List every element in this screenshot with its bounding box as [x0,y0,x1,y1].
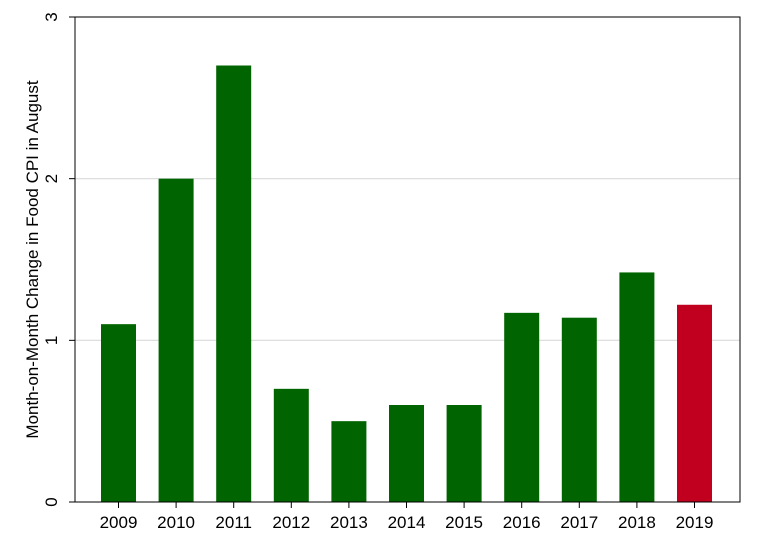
x-tick-label: 2015 [445,513,483,532]
y-tick-label: 1 [42,336,61,345]
bar-2011 [216,65,252,502]
bar-2018 [619,272,655,502]
bar-2016 [504,312,540,502]
bar-2009 [101,324,136,502]
bar-2015 [446,405,482,502]
y-axis: 0 1 2 3 [42,12,75,507]
x-tick-label: 2017 [560,513,598,532]
x-tick-label: 2014 [388,513,426,532]
x-axis: 2009 2010 2011 2012 2013 2014 2015 2016 2017 2018… [100,502,714,532]
y-axis-title: Month-on-Month Change in Food CPI in Aug… [23,80,42,438]
bar-2013 [331,421,367,502]
x-tick-label: 2012 [272,513,310,532]
y-tick-label: 0 [42,497,61,506]
bars [101,65,712,502]
bar-2012 [273,388,309,502]
bar-2010 [158,178,194,502]
x-tick-label: 2010 [157,513,195,532]
x-tick-label: 2019 [676,513,714,532]
x-tick-label: 2018 [618,513,656,532]
x-tick-label: 2009 [100,513,138,532]
bar-2017 [561,317,597,502]
x-tick-label: 2016 [503,513,541,532]
plot-frame [74,16,741,503]
bar-2014 [389,405,424,502]
x-tick-label: 2013 [330,513,368,532]
y-tick-label: 3 [42,12,61,21]
y-tick-label: 2 [42,174,61,183]
x-tick-label: 2011 [215,513,252,532]
bar-2019 [677,304,712,502]
